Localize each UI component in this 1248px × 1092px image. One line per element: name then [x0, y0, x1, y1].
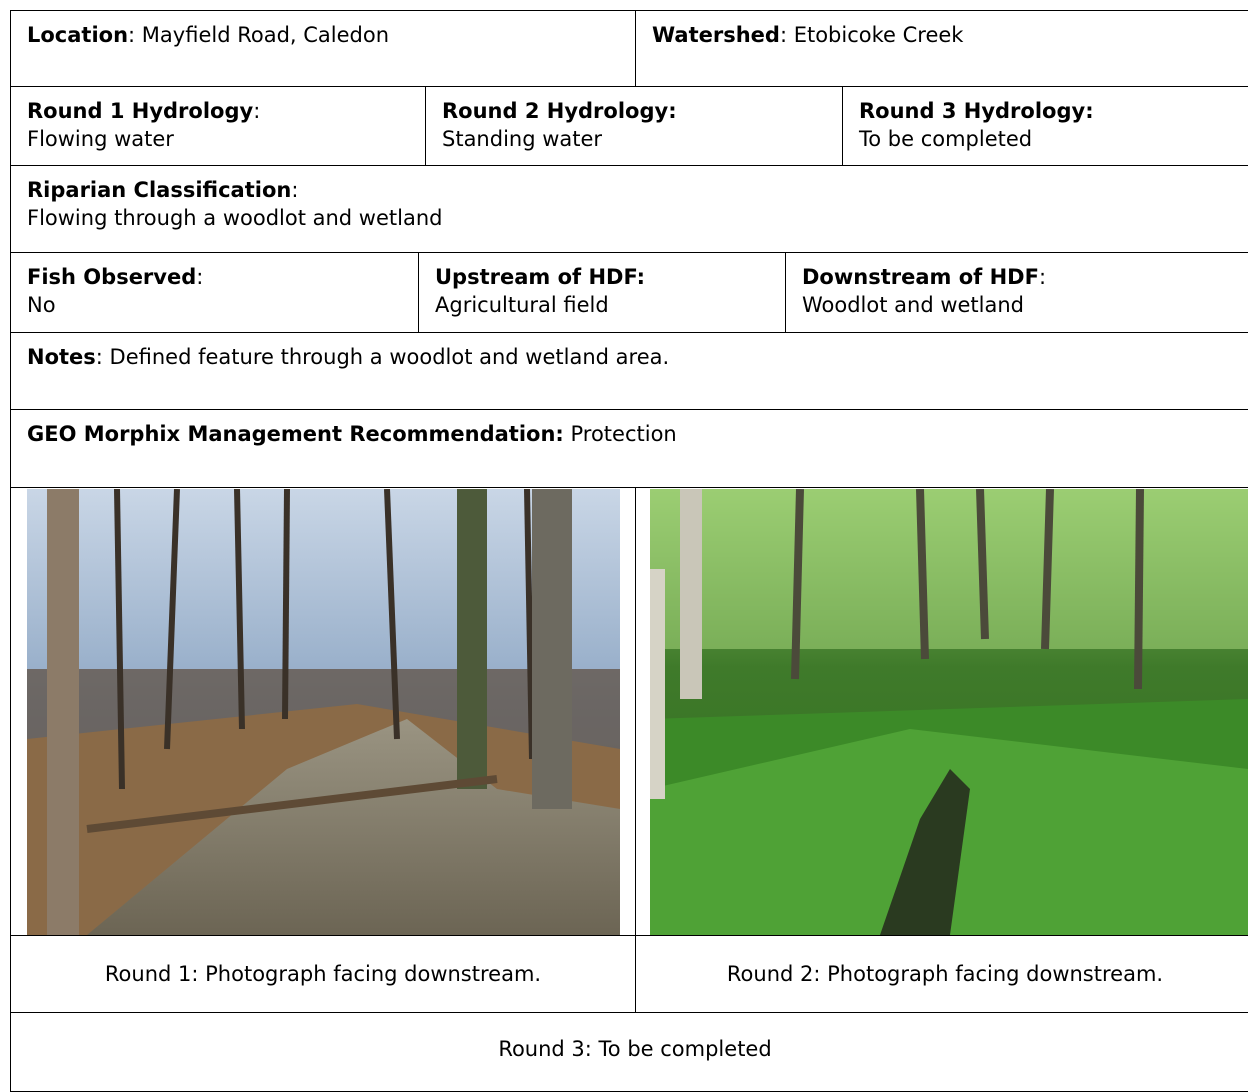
observation-cell: Upstream of HDF: Agricultural field [418, 252, 786, 333]
value: No [27, 293, 56, 317]
notes-cell: Notes: Defined feature through a woodlot… [10, 332, 1248, 410]
hydrology-cell: Round 3 Hydrology: To be completed [842, 86, 1248, 166]
sep: : [253, 99, 261, 123]
watershed-cell: Watershed: Etobicoke Creek [635, 10, 1248, 87]
caption-cell: Round 3: To be completed [10, 1012, 1248, 1092]
sep: : [196, 265, 204, 289]
riparian-cell: Riparian Classification: Flowing through … [10, 165, 1248, 253]
observation-cell: Fish Observed: No [10, 252, 419, 333]
sep: : [291, 178, 299, 202]
caption: Round 3: To be completed [498, 1037, 772, 1061]
value: Woodlot and wetland [802, 293, 1025, 317]
value: : Etobicoke Creek [779, 23, 964, 47]
label: Location [27, 23, 129, 47]
value: : Mayfield Road, Caledon [128, 23, 390, 47]
recommendation-cell: GEO Morphix Management Recommendation: P… [10, 409, 1248, 488]
label: Round 3 Hydrology: [859, 99, 1094, 123]
label: Watershed [652, 23, 780, 47]
hydrology-cell: Round 2 Hydrology: Standing water [425, 86, 843, 166]
photo-round-2 [650, 489, 1248, 935]
label: Fish Observed [27, 265, 197, 289]
value: Flowing through a woodlot and wetland [27, 206, 443, 230]
value: : Defined feature through a woodlot and … [95, 345, 670, 369]
value: Protection [563, 422, 677, 446]
photo-round-1 [27, 489, 620, 935]
location-cell: Location: Mayfield Road, Caledon [10, 10, 636, 87]
caption: Round 2: Photograph facing downstream. [726, 962, 1164, 986]
hydrology-cell: Round 1 Hydrology: Flowing water [10, 86, 426, 166]
label: Downstream of HDF [802, 265, 1039, 289]
label: Riparian Classification [27, 178, 292, 202]
caption-cell: Round 2: Photograph facing downstream. [635, 935, 1248, 1013]
label: Round 2 Hydrology: [442, 99, 677, 123]
label: Round 1 Hydrology [27, 99, 254, 123]
value: Flowing water [27, 127, 174, 151]
label: Notes [27, 345, 96, 369]
sep: : [1038, 265, 1047, 289]
value: Standing water [442, 127, 603, 151]
observation-cell: Downstream of HDF: Woodlot and wetland [785, 252, 1248, 333]
label: Upstream of HDF: [435, 265, 646, 289]
caption-cell: Round 1: Photograph facing downstream. [10, 935, 636, 1013]
value: Agricultural field [435, 293, 609, 317]
value: To be completed [859, 127, 1033, 151]
caption: Round 1: Photograph facing downstream. [104, 962, 542, 986]
label: GEO Morphix Management Recommendation: [27, 422, 564, 446]
